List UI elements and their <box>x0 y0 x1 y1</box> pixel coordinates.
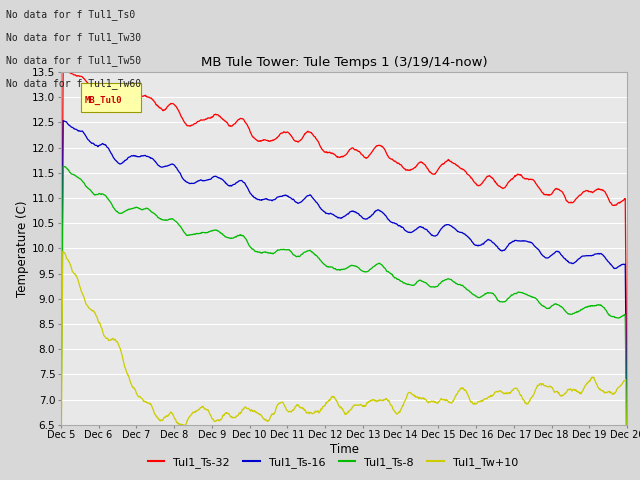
Text: No data for f Tul1_Tw50: No data for f Tul1_Tw50 <box>6 55 141 66</box>
Y-axis label: Temperature (C): Temperature (C) <box>16 200 29 297</box>
Title: MB Tule Tower: Tule Temps 1 (3/19/14-now): MB Tule Tower: Tule Temps 1 (3/19/14-now… <box>201 57 487 70</box>
Text: No data for f Tul1_Tw60: No data for f Tul1_Tw60 <box>6 78 141 89</box>
FancyBboxPatch shape <box>81 83 141 112</box>
Text: No data for f Tul1_Ts0: No data for f Tul1_Ts0 <box>6 9 136 20</box>
Text: MB_Tul0: MB_Tul0 <box>84 96 122 105</box>
X-axis label: Time: Time <box>330 443 358 456</box>
Legend: Tul1_Ts-32, Tul1_Ts-16, Tul1_Ts-8, Tul1_Tw+10: Tul1_Ts-32, Tul1_Ts-16, Tul1_Ts-8, Tul1_… <box>143 452 522 472</box>
Text: No data for f Tul1_Tw30: No data for f Tul1_Tw30 <box>6 32 141 43</box>
